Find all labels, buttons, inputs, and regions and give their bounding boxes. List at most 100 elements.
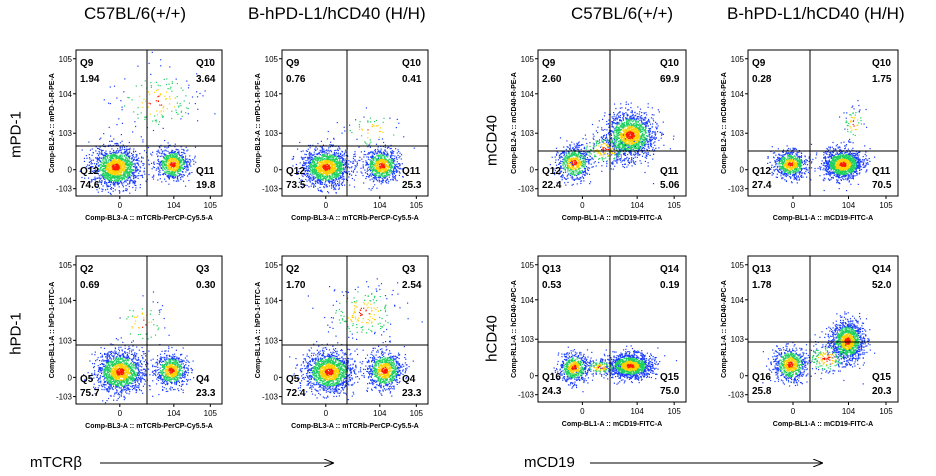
cell-dot: [151, 176, 153, 178]
cell-dot: [105, 160, 107, 162]
cell-dot: [394, 163, 396, 165]
cell-dot: [133, 183, 135, 185]
cell-dot: [394, 168, 396, 170]
cell-dot: [204, 90, 206, 92]
cell-dot: [321, 173, 323, 176]
cell-dot: [109, 156, 111, 158]
cell-dot: [120, 165, 122, 167]
cell-dot: [109, 171, 111, 174]
cell-dot: [363, 154, 365, 156]
cell-dot: [139, 153, 141, 155]
cell-dot: [110, 177, 112, 179]
cell-dot: [107, 163, 109, 165]
cell-dot: [370, 162, 372, 164]
cell-dot: [164, 155, 166, 157]
cell-dot: [369, 146, 371, 148]
cell-dot: [175, 163, 177, 165]
cell-dot: [167, 171, 169, 173]
cell-dot: [320, 180, 322, 182]
cell-dot: [397, 149, 399, 151]
cell-dot: [367, 163, 369, 165]
cell-dot: [361, 158, 363, 160]
cell-dot: [135, 158, 138, 160]
cell-dot: [99, 170, 101, 172]
cell-dot: [174, 157, 176, 160]
cell-dot: [132, 160, 134, 162]
cell-dot: [165, 91, 168, 93]
cell-dot: [304, 174, 306, 176]
cell-dot: [133, 148, 135, 150]
cell-dot: [317, 178, 319, 180]
cell-dot: [113, 182, 116, 185]
cell-dot: [641, 127, 643, 129]
cell-dot: [120, 155, 122, 157]
cell-dot: [128, 172, 131, 174]
cell-dot: [124, 148, 126, 150]
cell-dot: [383, 152, 385, 154]
cell-dot: [372, 157, 374, 159]
cell-dot: [192, 159, 194, 161]
cell-dot: [134, 180, 136, 182]
cell-dot: [100, 183, 103, 185]
cell-dot: [383, 117, 385, 119]
cell-dot: [362, 166, 364, 168]
cell-dot: [375, 166, 377, 168]
cell-dot: [194, 155, 196, 157]
cell-dot: [107, 191, 110, 193]
column-title-3: C57BL/6(+/+): [571, 4, 674, 23]
cell-dot: [187, 108, 189, 110]
cell-dot: [125, 148, 127, 150]
cell-dot: [338, 157, 340, 159]
cell-dot: [377, 154, 380, 156]
cell-dot: [111, 162, 113, 164]
cell-dot: [386, 179, 388, 181]
cell-dot: [342, 168, 344, 170]
cell-dot: [119, 157, 121, 159]
cell-dot: [172, 156, 174, 158]
cell-dot: [373, 152, 375, 155]
cell-dot: [315, 159, 317, 161]
cell-dot: [304, 162, 306, 164]
cell-dot: [159, 111, 161, 113]
cell-dot: [104, 162, 106, 164]
cell-dot: [159, 171, 161, 173]
cell-dot: [169, 98, 171, 100]
cell-dot: [626, 125, 628, 127]
cell-dot: [304, 167, 307, 170]
cell-dot: [99, 152, 101, 154]
cell-dot: [335, 158, 337, 160]
cell-dot: [396, 158, 398, 160]
cell-dot: [339, 180, 341, 182]
cell-dot: [387, 182, 389, 184]
cell-dot: [397, 154, 399, 156]
cell-dot: [131, 172, 133, 174]
cell-dot: [102, 173, 104, 175]
cell-dot: [390, 158, 392, 160]
cell-dot: [132, 172, 134, 174]
cell-dot: [176, 83, 178, 85]
cell-dot: [334, 183, 336, 186]
cell-dot: [338, 169, 340, 171]
cell-dot: [136, 155, 138, 157]
cell-dot: [162, 160, 165, 162]
cell-dot: [394, 160, 396, 162]
cell-dot: [627, 120, 629, 122]
cell-dot: [321, 190, 323, 192]
cell-dot: [309, 168, 311, 170]
cell-dot: [147, 147, 150, 149]
cell-dot: [308, 175, 310, 177]
cell-dot: [369, 173, 371, 175]
cell-dot: [388, 165, 391, 167]
cell-dot: [175, 111, 178, 114]
cell-dot: [109, 144, 112, 146]
cell-dot: [321, 174, 323, 177]
cell-dot: [188, 179, 190, 182]
cell-dot: [341, 156, 343, 158]
cell-dot: [117, 183, 119, 185]
cell-dot: [327, 166, 329, 168]
cell-dot: [603, 115, 606, 117]
cell-dot: [374, 165, 376, 167]
cell-dot: [370, 167, 372, 169]
cell-dot: [84, 167, 86, 169]
cell-dot: [143, 163, 145, 165]
